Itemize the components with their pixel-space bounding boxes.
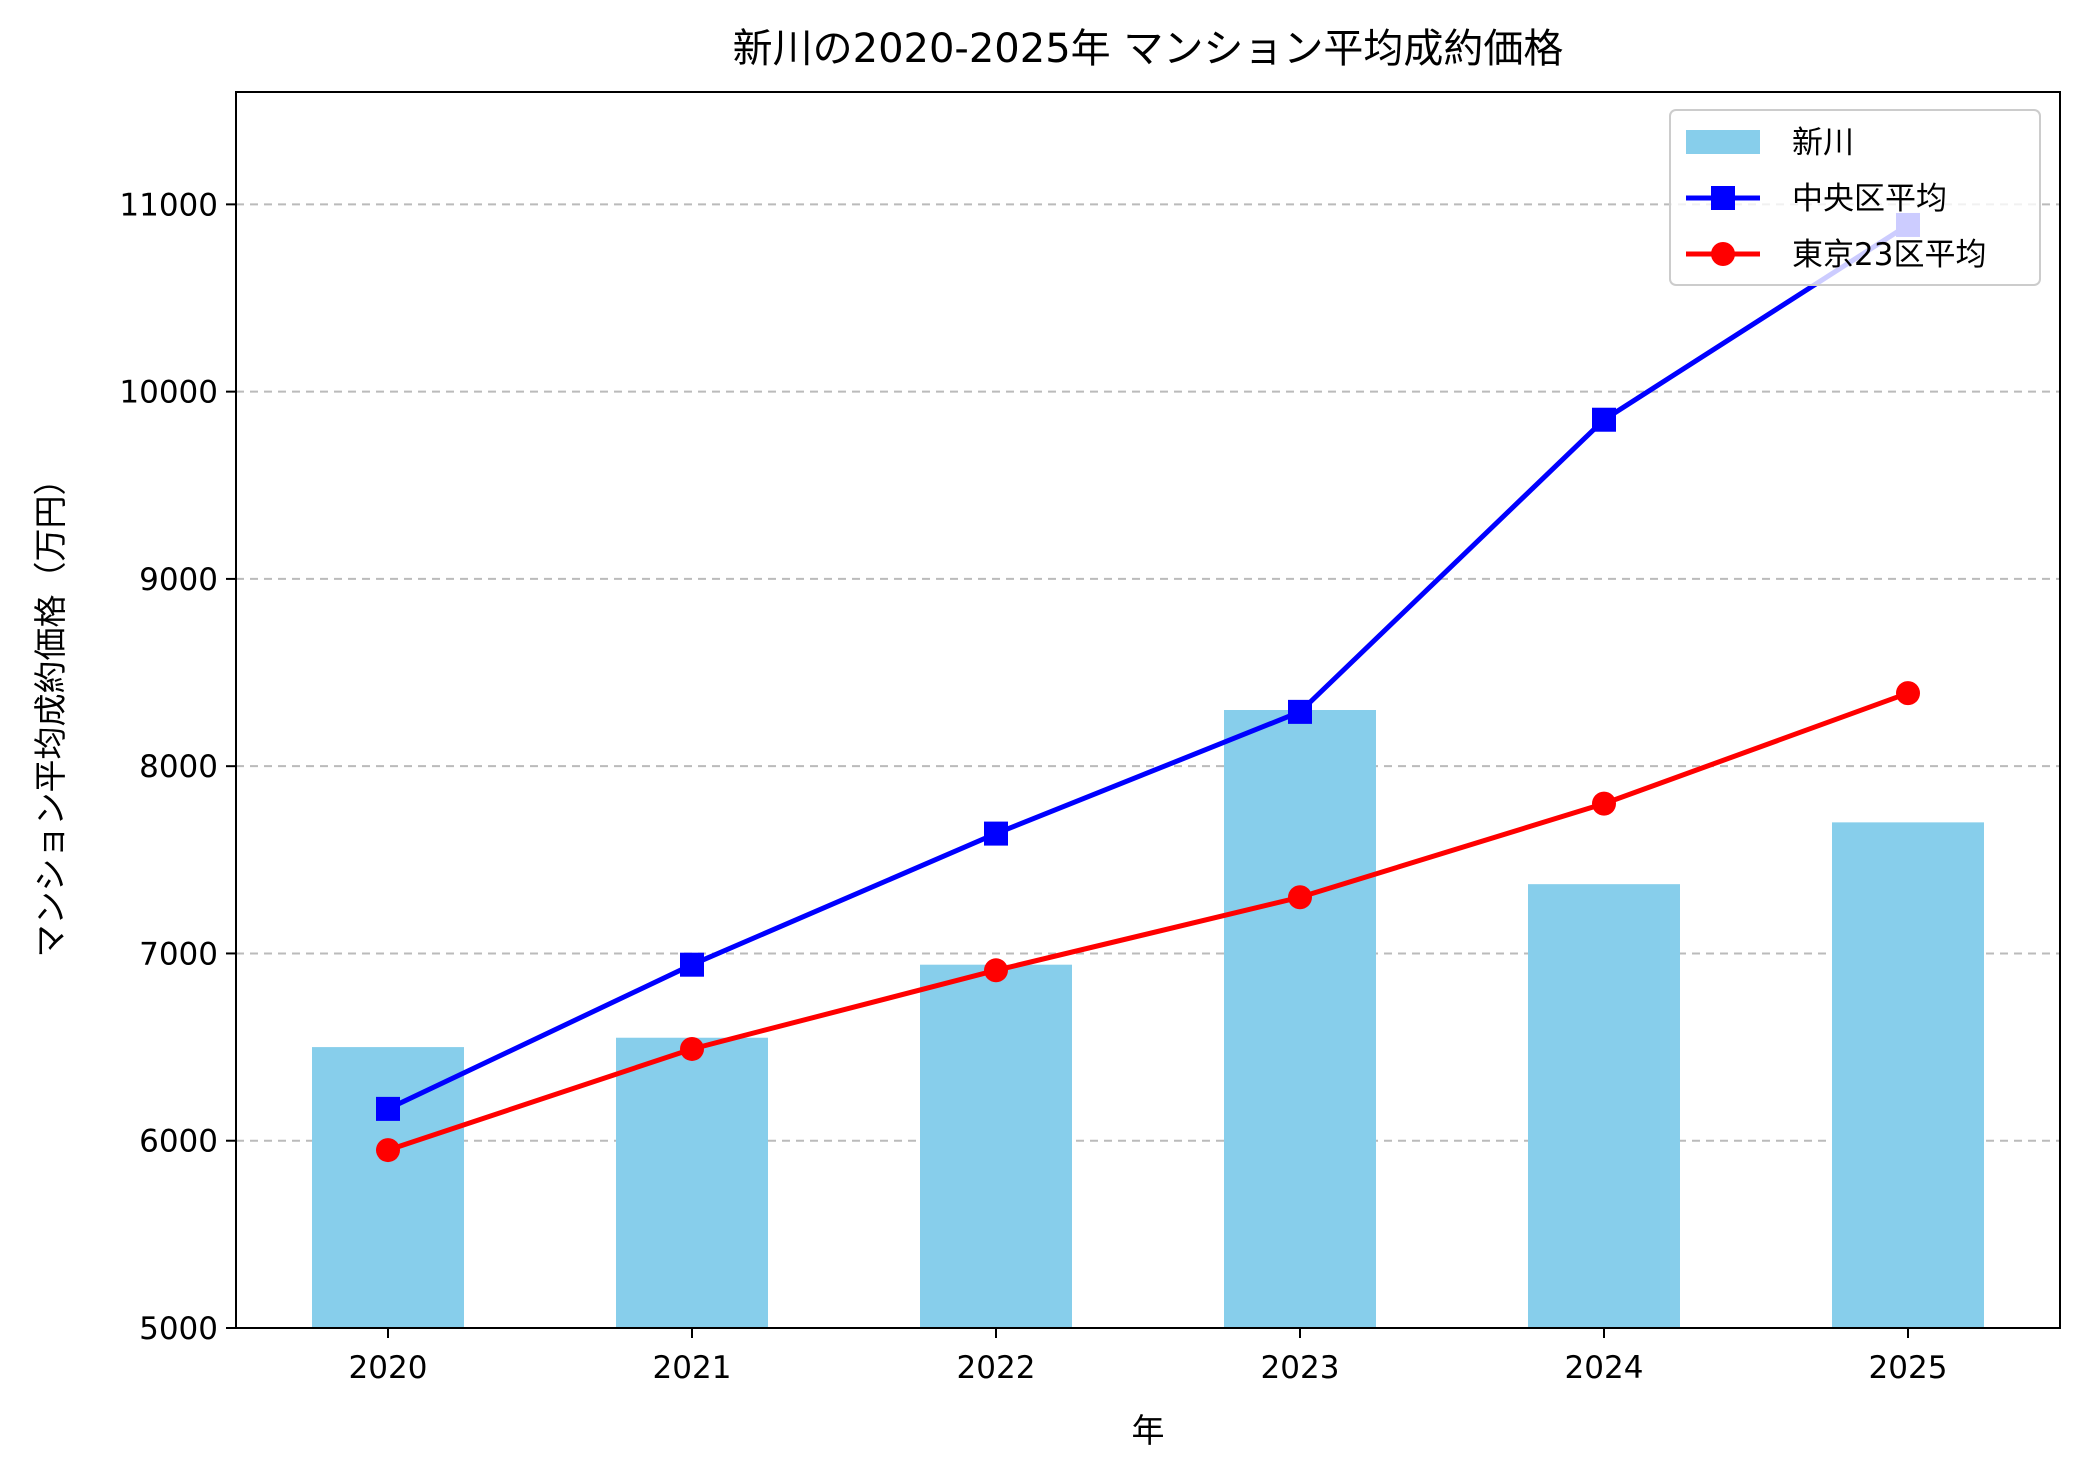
circle-marker: [1592, 791, 1616, 816]
bar: [1528, 884, 1680, 1328]
legend-swatch: [1686, 130, 1760, 154]
y-tick-label: 9000: [139, 562, 218, 598]
plot-frame: [235, 91, 2061, 1329]
circle-marker: [984, 958, 1008, 983]
bar: [1832, 822, 1984, 1328]
square-marker: [680, 952, 704, 977]
circle-marker: [376, 1138, 400, 1163]
y-tick-label: 8000: [139, 749, 218, 785]
legend-box: [1669, 109, 2041, 286]
x-tick-label: 2024: [1565, 1350, 1644, 1386]
legend-label: 新川: [1792, 125, 1854, 161]
bar: [312, 1047, 464, 1328]
y-tick-label: 10000: [119, 375, 218, 411]
x-axis-label: 年: [1132, 1411, 1165, 1450]
square-marker: [1288, 699, 1312, 724]
bar: [920, 964, 1072, 1328]
x-tick-label: 2023: [1261, 1350, 1340, 1386]
circle-marker: [1711, 242, 1735, 266]
square-marker: [984, 821, 1008, 846]
x-tick-label: 2022: [957, 1350, 1036, 1386]
x-tick-label: 2025: [1869, 1350, 1948, 1386]
circle-marker: [1896, 681, 1920, 706]
legend-label: 中央区平均: [1792, 181, 1947, 217]
circle-marker: [1288, 885, 1312, 910]
y-tick-label: 6000: [139, 1124, 218, 1160]
x-axis: 2020 2021 2022 2023 2024 2025: [349, 1328, 1948, 1386]
series-line: [387, 690, 1909, 1153]
square-marker: [1592, 407, 1616, 432]
y-tick-label: 5000: [139, 1311, 218, 1347]
x-tick-label: 2021: [653, 1350, 732, 1386]
bar: [1224, 710, 1376, 1328]
y-tick-label: 7000: [139, 936, 218, 972]
lines: [376, 212, 1920, 1163]
legend-label: 東京23区平均: [1792, 237, 1986, 273]
y-tick-label: 11000: [119, 187, 218, 223]
square-marker: [376, 1096, 400, 1121]
chart-title: 新川の2020-2025年 マンション平均成約価格: [733, 26, 1564, 72]
bar: [616, 1037, 768, 1328]
circle-marker: [680, 1036, 704, 1061]
series-line: [386, 222, 1910, 1112]
x-tick-label: 2020: [349, 1350, 428, 1386]
square-marker: [1711, 186, 1735, 210]
y-axis-label: マンション平均成約価格（万円）: [31, 463, 70, 958]
bars: [312, 710, 1984, 1328]
grid: [236, 203, 2060, 1142]
y-axis: 5000 6000 7000 8000 9000 10000 11000: [119, 187, 236, 1347]
